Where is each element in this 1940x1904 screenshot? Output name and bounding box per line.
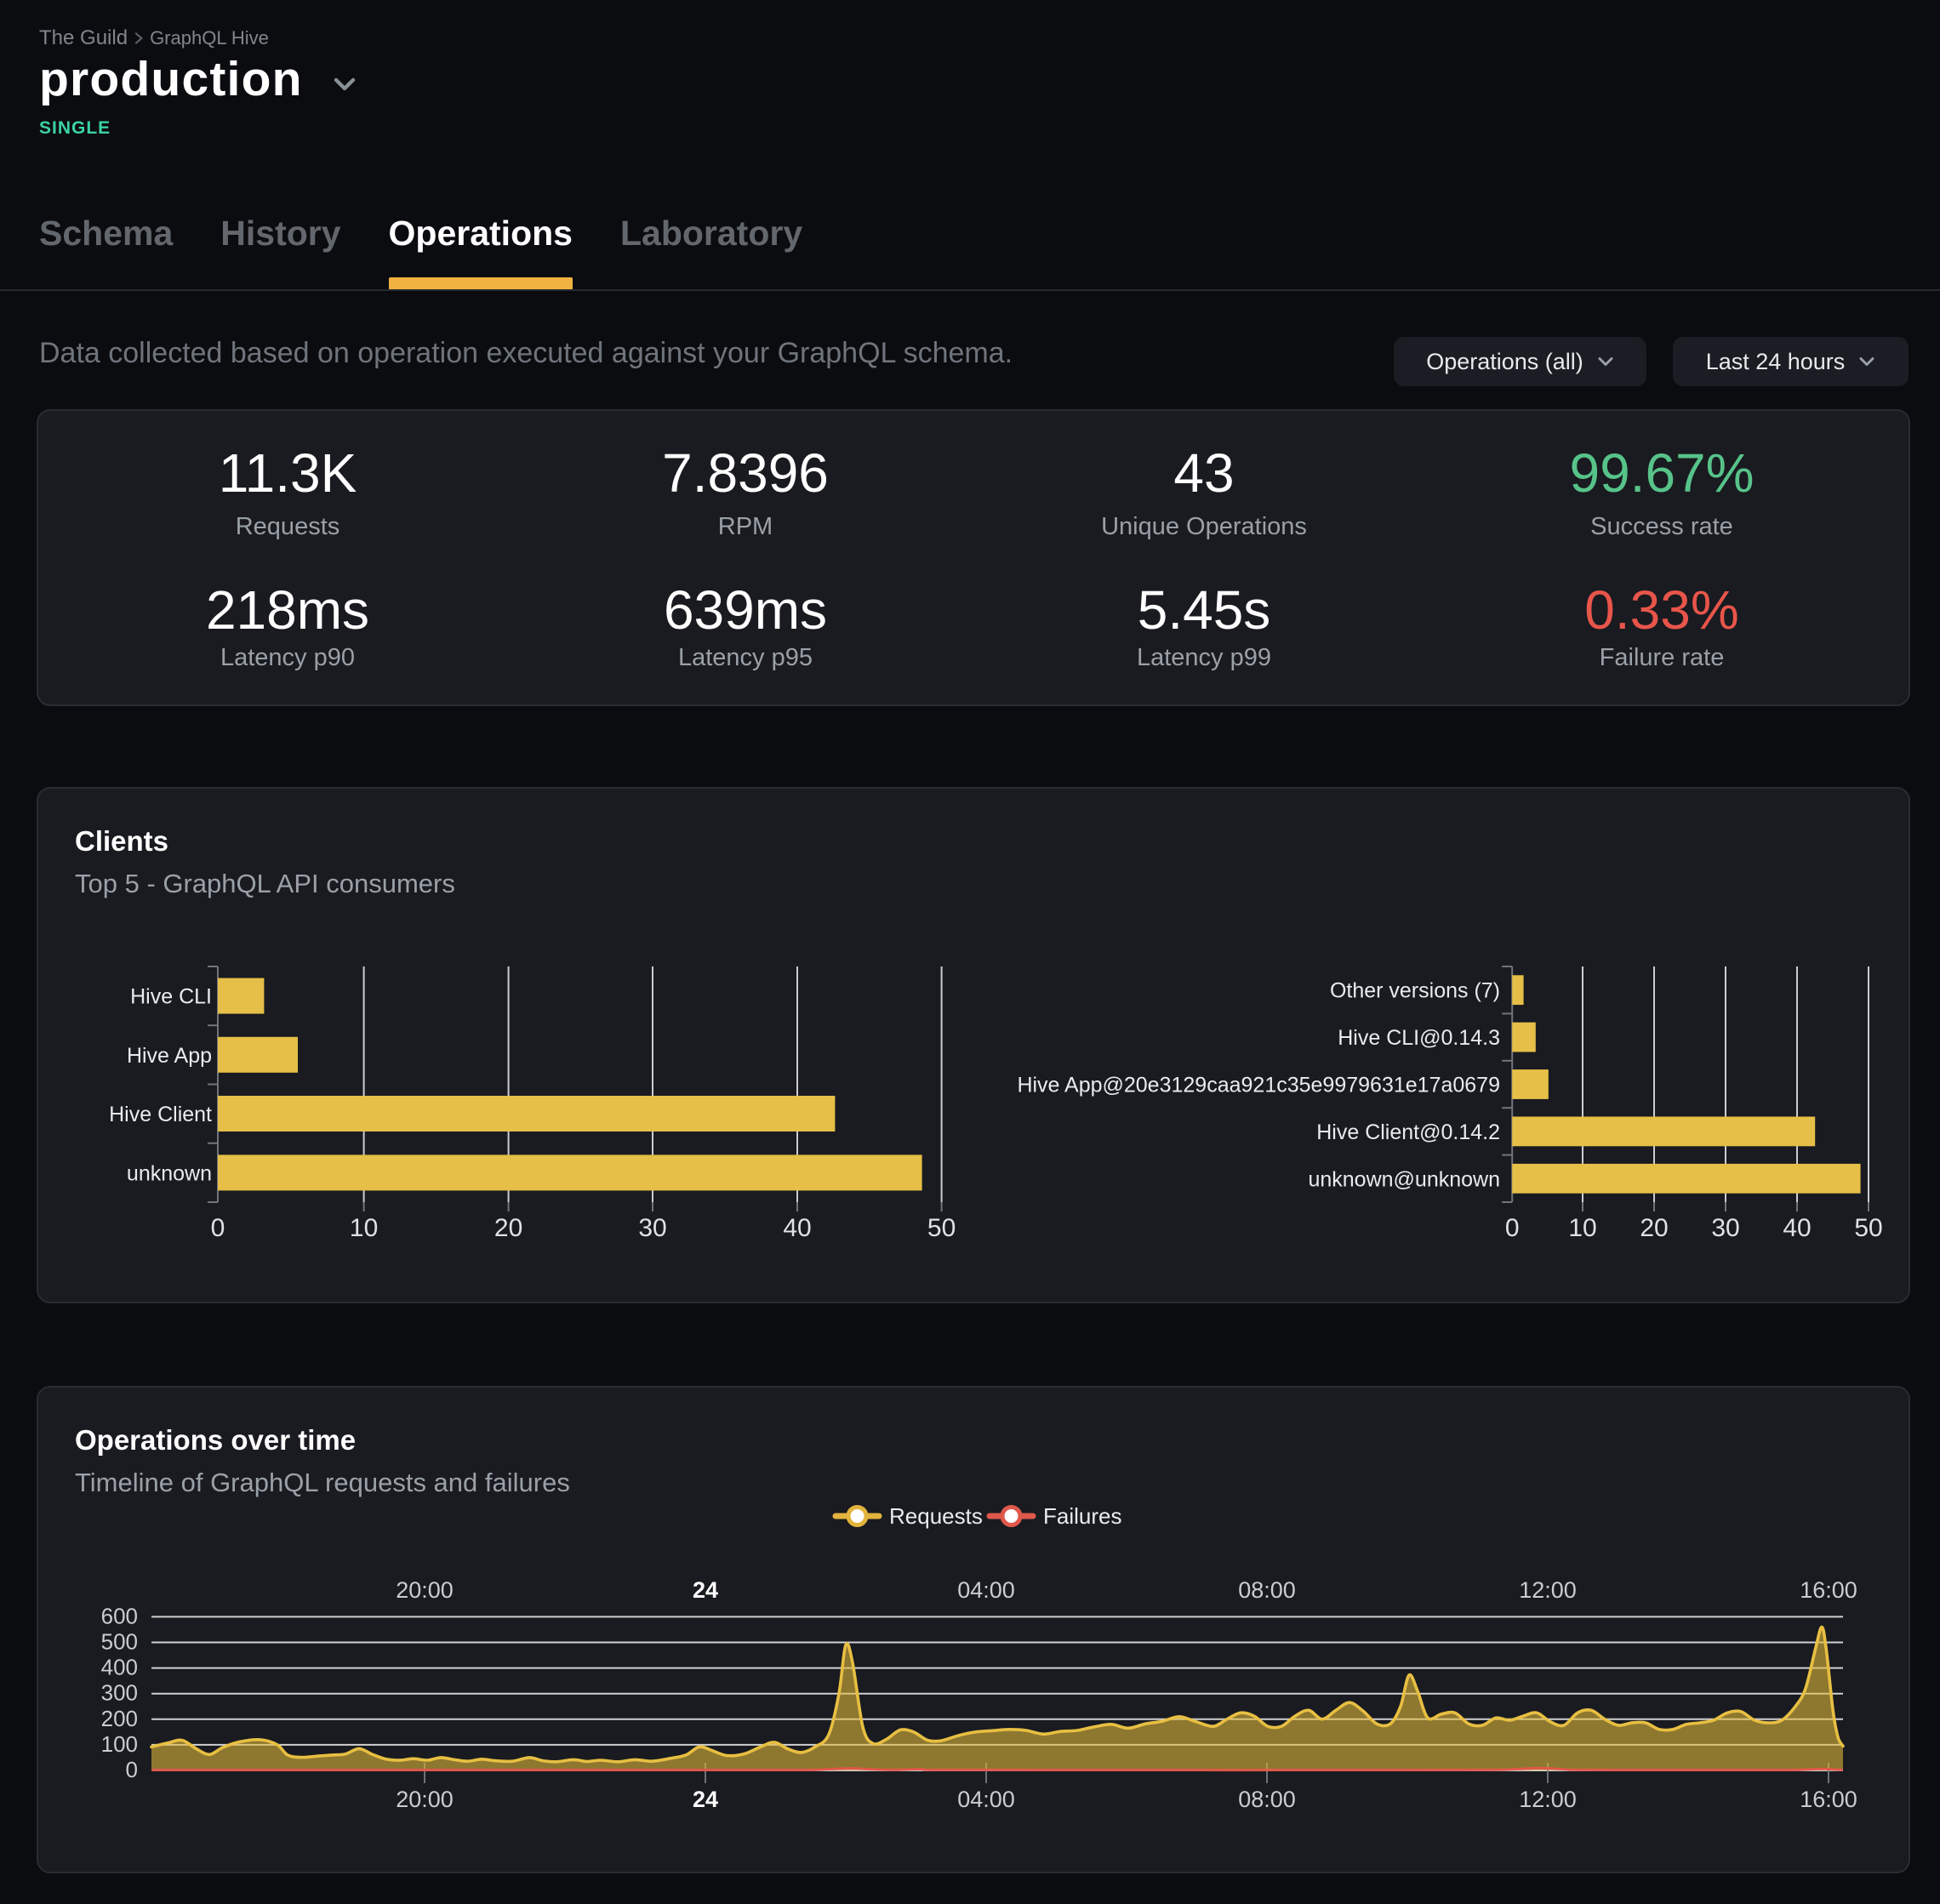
svg-text:0: 0 [1505,1214,1520,1242]
svg-text:0: 0 [211,1214,225,1242]
svg-text:08:00: 08:00 [1238,1787,1296,1812]
svg-text:Hive Client: Hive Client [109,1103,212,1126]
svg-text:Hive CLI@0.14.3: Hive CLI@0.14.3 [1338,1026,1500,1050]
svg-text:12:00: 12:00 [1519,1787,1577,1812]
svg-text:20: 20 [494,1214,522,1242]
svg-text:Hive CLI: Hive CLI [130,985,212,1009]
svg-text:20: 20 [1640,1214,1668,1242]
svg-text:Hive Client@0.14.2: Hive Client@0.14.2 [1316,1120,1500,1144]
svg-text:20:00: 20:00 [396,1787,454,1812]
svg-text:unknown: unknown [127,1161,212,1185]
svg-text:04:00: 04:00 [957,1787,1015,1812]
svg-text:30: 30 [1711,1214,1739,1242]
svg-text:16:00: 16:00 [1800,1577,1857,1603]
svg-text:24: 24 [693,1577,718,1603]
svg-text:300: 300 [101,1680,138,1706]
svg-text:10: 10 [350,1214,378,1242]
svg-text:Other versions (7): Other versions (7) [1330,979,1500,1003]
svg-text:04:00: 04:00 [957,1577,1015,1603]
svg-text:12:00: 12:00 [1519,1577,1577,1603]
svg-text:unknown@unknown: unknown@unknown [1308,1167,1500,1191]
svg-text:40: 40 [1783,1214,1811,1242]
svg-text:200: 200 [101,1706,138,1731]
svg-text:50: 50 [927,1214,956,1242]
svg-text:0: 0 [126,1757,138,1782]
svg-text:Hive App@20e3129caa921c35e9979: Hive App@20e3129caa921c35e9979631e17a067… [1017,1074,1500,1097]
svg-text:Failures: Failures [1043,1503,1121,1529]
svg-text:Requests: Requests [889,1503,983,1529]
svg-text:16:00: 16:00 [1800,1787,1857,1812]
svg-text:600: 600 [101,1603,138,1628]
svg-text:Hive App: Hive App [127,1044,212,1068]
svg-text:08:00: 08:00 [1238,1577,1296,1603]
svg-text:40: 40 [783,1214,811,1242]
svg-text:400: 400 [101,1655,138,1680]
svg-text:10: 10 [1568,1214,1596,1242]
svg-text:50: 50 [1854,1214,1882,1242]
svg-text:30: 30 [638,1214,666,1242]
svg-text:24: 24 [693,1787,718,1812]
svg-text:500: 500 [101,1629,138,1655]
svg-text:20:00: 20:00 [396,1577,454,1603]
svg-text:100: 100 [101,1731,138,1757]
